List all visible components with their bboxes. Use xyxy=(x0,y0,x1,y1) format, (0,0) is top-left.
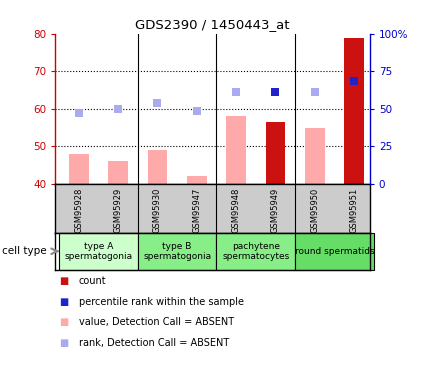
Bar xyxy=(226,116,246,184)
Text: value, Detection Call = ABSENT: value, Detection Call = ABSENT xyxy=(79,318,234,327)
Bar xyxy=(147,150,167,184)
Text: GSM95948: GSM95948 xyxy=(232,188,241,233)
Text: rank, Detection Call = ABSENT: rank, Detection Call = ABSENT xyxy=(79,338,229,348)
Text: cell type: cell type xyxy=(2,246,47,256)
Text: GSM95949: GSM95949 xyxy=(271,188,280,233)
Bar xyxy=(305,128,325,184)
Title: GDS2390 / 1450443_at: GDS2390 / 1450443_at xyxy=(135,18,290,31)
Bar xyxy=(216,232,295,270)
Text: round spermatids: round spermatids xyxy=(295,247,374,256)
Text: type B
spermatogonia: type B spermatogonia xyxy=(143,242,211,261)
Text: percentile rank within the sample: percentile rank within the sample xyxy=(79,297,244,307)
Point xyxy=(232,89,239,95)
Bar xyxy=(187,176,207,184)
Text: ■: ■ xyxy=(60,338,69,348)
Point xyxy=(154,100,161,106)
Point xyxy=(115,106,122,112)
Text: ■: ■ xyxy=(60,297,69,307)
Text: GSM95951: GSM95951 xyxy=(349,188,359,233)
Text: count: count xyxy=(79,276,106,286)
Text: ■: ■ xyxy=(60,276,69,286)
Text: ■: ■ xyxy=(60,318,69,327)
Text: GSM95950: GSM95950 xyxy=(310,188,319,233)
Point xyxy=(272,89,279,95)
Text: type A
spermatogonia: type A spermatogonia xyxy=(65,242,133,261)
Bar xyxy=(266,122,285,184)
Point xyxy=(193,108,200,114)
Text: pachytene
spermatocytes: pachytene spermatocytes xyxy=(222,242,289,261)
Bar xyxy=(108,161,128,184)
Text: GSM95929: GSM95929 xyxy=(113,188,123,233)
Bar xyxy=(69,154,89,184)
Text: GSM95928: GSM95928 xyxy=(74,188,83,233)
Point xyxy=(75,110,82,116)
Point xyxy=(311,89,318,95)
Bar xyxy=(295,232,374,270)
Text: GSM95930: GSM95930 xyxy=(153,188,162,233)
Text: GSM95947: GSM95947 xyxy=(192,188,201,233)
Point xyxy=(351,78,357,84)
Bar xyxy=(59,232,138,270)
Bar xyxy=(344,38,364,184)
Bar xyxy=(138,232,216,270)
